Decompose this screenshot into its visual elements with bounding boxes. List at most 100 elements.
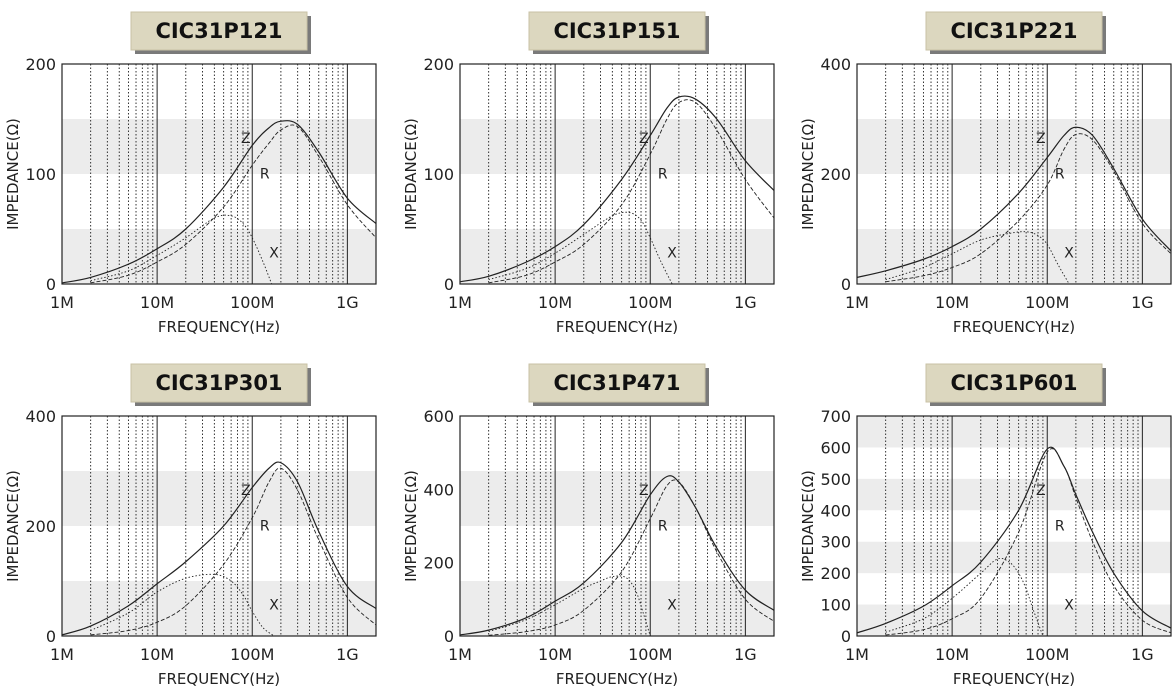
curve-label-x: X <box>269 246 279 262</box>
y-tick-label: 0 <box>841 275 851 294</box>
x-tick-label: 100M <box>230 293 274 312</box>
x-tick-label: 1M <box>845 645 869 664</box>
y-tick-label: 0 <box>46 627 56 646</box>
curve-label-r: R <box>658 166 668 182</box>
x-tick-label: 1G <box>1131 293 1154 312</box>
y-tick-label: 200 <box>820 165 851 184</box>
y-tick-label: 100 <box>423 165 454 184</box>
x-tick-label: 100M <box>628 645 672 664</box>
title-box <box>130 363 308 403</box>
plot-background <box>857 416 1171 636</box>
chart-title: CIC31P471 <box>553 371 680 395</box>
y-axis-label: IMPEDANCE(Ω) <box>4 470 22 582</box>
curve-label-x: X <box>1064 598 1074 614</box>
series-z-line <box>856 446 1172 634</box>
y-tick-label: 600 <box>820 438 851 457</box>
series-r-line <box>885 448 1172 636</box>
curve-label-x: X <box>667 246 677 262</box>
x-tick-label: 100M <box>1025 293 1069 312</box>
x-tick-label: 100M <box>1025 645 1069 664</box>
curve-label-z: Z <box>241 483 251 499</box>
y-tick-label: 600 <box>423 407 454 426</box>
chart-title: CIC31P601 <box>950 371 1077 395</box>
grid-band <box>62 229 376 284</box>
series-x-line <box>885 557 1044 637</box>
x-tick-label: 1M <box>845 293 869 312</box>
y-axis-label: IMPEDANCE(Ω) <box>4 118 22 230</box>
x-tick-label: 1M <box>448 293 472 312</box>
series-z-line <box>61 461 377 636</box>
y-tick-label: 200 <box>25 517 56 536</box>
x-tick-label: 10M <box>935 645 969 664</box>
curve-label-r: R <box>658 518 668 534</box>
series-r-line <box>488 99 775 284</box>
plot-frame <box>856 415 1172 637</box>
plot-frame <box>856 63 1172 285</box>
y-tick-label: 0 <box>46 275 56 294</box>
grid-band <box>857 416 1171 448</box>
y-tick-label: 0 <box>444 627 454 646</box>
curve-label-z: Z <box>1036 131 1046 147</box>
x-tick-label: 10M <box>538 645 572 664</box>
x-axis-label: FREQUENCY(Hz) <box>953 318 1075 336</box>
curve-label-x: X <box>269 598 279 614</box>
curve-label-z: Z <box>241 131 251 147</box>
x-tick-label: 1G <box>734 645 757 664</box>
series-z-line <box>61 120 377 284</box>
y-tick-label: 200 <box>423 55 454 74</box>
y-tick-label: 100 <box>820 596 851 615</box>
chart-title: CIC31P121 <box>155 19 282 43</box>
series-z-line <box>459 475 775 636</box>
y-tick-label: 400 <box>25 407 56 426</box>
series-r-line <box>885 133 1172 283</box>
series-r-line <box>90 124 377 284</box>
x-tick-label: 10M <box>140 293 174 312</box>
y-axis-label: IMPEDANCE(Ω) <box>402 118 420 230</box>
y-axis-label: IMPEDANCE(Ω) <box>799 470 817 582</box>
chart-panel: CIC31P601 Z R X 0 100 200 300 400 500 600 700 1M 10M 1… <box>799 363 1172 688</box>
grid-band <box>460 581 774 636</box>
y-tick-label: 400 <box>423 480 454 499</box>
curve-label-r: R <box>1055 518 1065 534</box>
series-z-line <box>459 95 775 283</box>
curve-label-x: X <box>1064 246 1074 262</box>
chart-panel: CIC31P121 Z R X 0 100 200 1M 10M 100M 1G FREQUENCY(… <box>4 11 377 336</box>
series-z-line <box>856 126 1172 278</box>
y-axis-label: IMPEDANCE(Ω) <box>799 118 817 230</box>
grid-band <box>857 119 1171 174</box>
plot-frame <box>61 415 377 637</box>
x-tick-label: 1M <box>50 645 74 664</box>
chart-title: CIC31P301 <box>155 371 282 395</box>
chart-title: CIC31P221 <box>950 19 1077 43</box>
chart-panel: CIC31P221 Z R X 0 200 400 1M 10M 100M 1G FREQUENCY(… <box>799 11 1172 336</box>
x-tick-label: 10M <box>140 645 174 664</box>
chart-panel: CIC31P151 Z R X 0 100 200 1M 10M 100M 1G FREQUENCY(… <box>402 11 775 336</box>
y-tick-label: 400 <box>820 55 851 74</box>
title-box <box>925 11 1103 51</box>
chart-panel: CIC31P471 Z R X 0 200 400 600 1M 10M 100M 1G FREQUEN… <box>402 363 775 688</box>
grid-band <box>460 471 774 526</box>
title-box <box>528 363 706 403</box>
x-axis-label: FREQUENCY(Hz) <box>158 670 280 688</box>
series-x-line <box>885 231 1070 285</box>
x-axis-label: FREQUENCY(Hz) <box>556 670 678 688</box>
y-tick-label: 500 <box>820 470 851 489</box>
title-box <box>528 11 706 51</box>
y-tick-label: 200 <box>423 554 454 573</box>
y-tick-label: 0 <box>841 627 851 646</box>
grid-band <box>460 229 774 284</box>
x-tick-label: 1M <box>448 645 472 664</box>
x-tick-label: 1G <box>1131 645 1154 664</box>
y-axis-label: IMPEDANCE(Ω) <box>402 470 420 582</box>
grid-band <box>857 229 1171 284</box>
title-box <box>130 11 308 51</box>
chart-title: CIC31P151 <box>553 19 680 43</box>
grid-band <box>62 471 376 526</box>
curve-label-r: R <box>260 166 270 182</box>
grid-band <box>460 119 774 174</box>
x-axis-label: FREQUENCY(Hz) <box>953 670 1075 688</box>
x-tick-label: 100M <box>628 293 672 312</box>
title-box <box>925 363 1103 403</box>
curve-label-z: Z <box>639 483 649 499</box>
